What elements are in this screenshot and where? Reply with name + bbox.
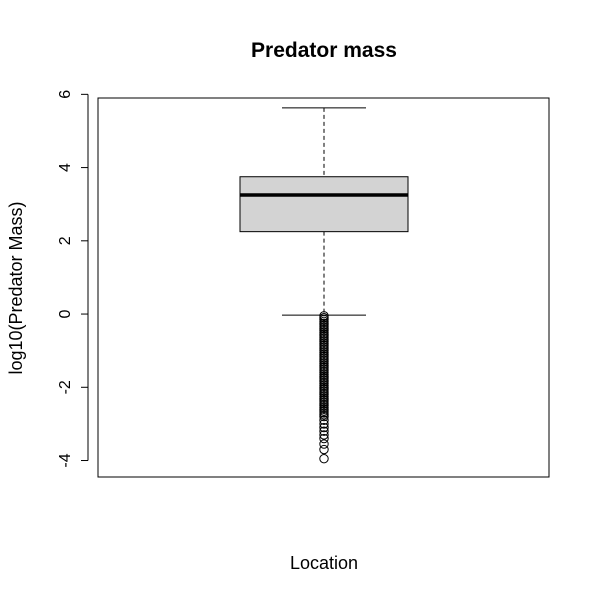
outlier-point-55 bbox=[319, 411, 329, 422]
outlier-point-57 bbox=[319, 419, 329, 429]
iqr-box bbox=[239, 176, 409, 233]
outlier-point-60 bbox=[319, 430, 329, 440]
x-axis-label: Location bbox=[290, 553, 358, 573]
y-tick-label-1: -2 bbox=[57, 380, 74, 394]
box-group bbox=[239, 107, 409, 316]
y-tick-label-0: -4 bbox=[57, 453, 74, 467]
plot-frame bbox=[97, 97, 550, 478]
outlier-point-62 bbox=[319, 439, 329, 449]
outlier-point-61 bbox=[319, 433, 329, 444]
outlier-group bbox=[319, 311, 329, 464]
chart-title: Predator mass bbox=[251, 39, 397, 62]
y-tick-label-3: 2 bbox=[57, 236, 74, 245]
outlier-point-58 bbox=[319, 422, 329, 433]
outlier-point-63 bbox=[319, 444, 329, 455]
y-axis: -4 -2 0 2 4 6 bbox=[57, 90, 89, 468]
outlier-point-56 bbox=[319, 415, 329, 425]
y-tick-label-4: 4 bbox=[57, 163, 74, 172]
outlier-point-64 bbox=[319, 453, 329, 464]
y-tick-label-5: 6 bbox=[57, 90, 74, 99]
outlier-point-59 bbox=[319, 426, 329, 436]
y-axis-label: log10(Predator Mass) bbox=[6, 201, 26, 374]
y-tick-label-2: 0 bbox=[57, 310, 74, 319]
